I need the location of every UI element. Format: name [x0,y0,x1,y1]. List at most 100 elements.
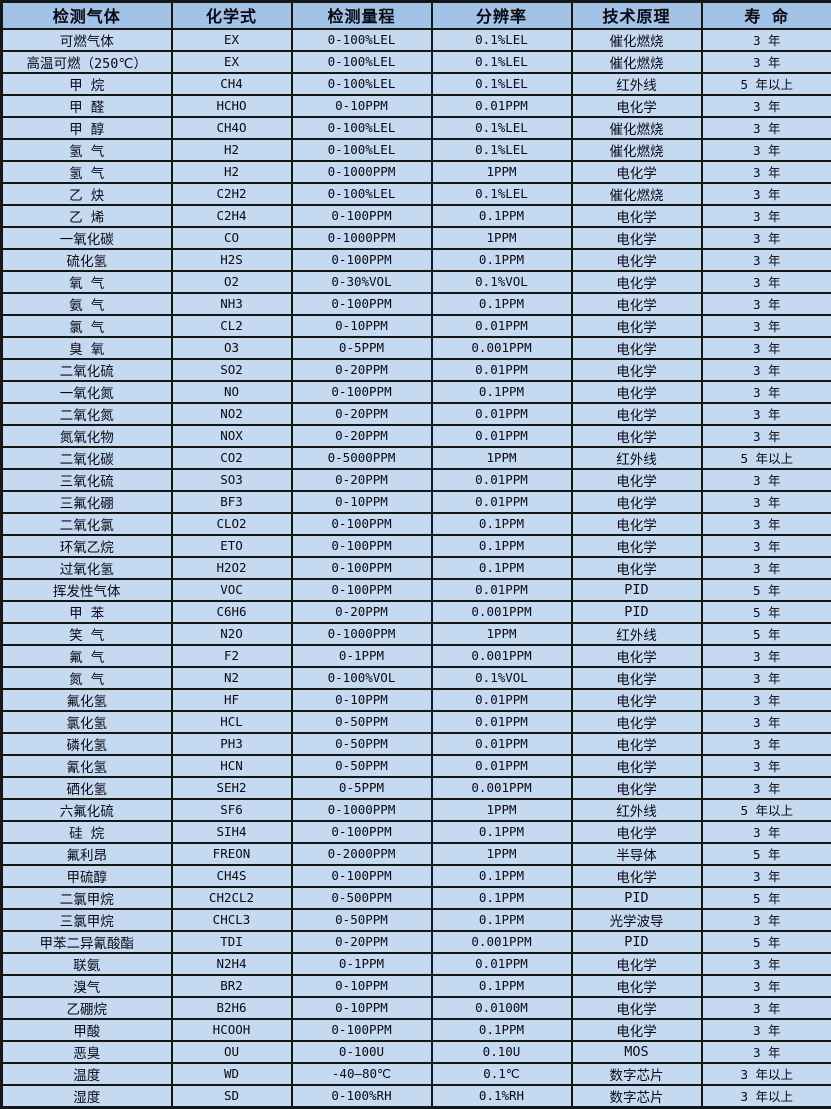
cell-resolution: 0.01PPM [432,491,572,513]
cell-lifespan: 3 年 [702,227,831,249]
cell-formula: C2H2 [172,183,292,205]
cell-gas: 甲硫醇 [2,865,172,887]
cell-principle: 光学波导 [572,909,702,931]
cell-gas: 二氧化碳 [2,447,172,469]
cell-range: 0-20PPM [292,931,432,953]
cell-resolution: 1PPM [432,623,572,645]
cell-gas: 氮氧化物 [2,425,172,447]
cell-range: 0-1000PPM [292,623,432,645]
cell-gas: 氟化氢 [2,689,172,711]
cell-range: 0-20PPM [292,359,432,381]
cell-formula: VOC [172,579,292,601]
cell-gas: 乙 烯 [2,205,172,227]
cell-resolution: 0.1PPM [432,535,572,557]
cell-formula: O2 [172,271,292,293]
cell-gas: 温度 [2,1063,172,1085]
cell-range: 0-100%LEL [292,183,432,205]
cell-lifespan: 3 年 [702,381,831,403]
cell-resolution: 0.001PPM [432,645,572,667]
cell-principle: 催化燃烧 [572,139,702,161]
cell-lifespan: 5 年 [702,579,831,601]
cell-gas: 甲酸 [2,1019,172,1041]
cell-resolution: 0.1℃ [432,1063,572,1085]
cell-formula: SF6 [172,799,292,821]
cell-formula: FREON [172,843,292,865]
cell-formula: H2S [172,249,292,271]
cell-principle: 电化学 [572,689,702,711]
cell-range: 0-100%LEL [292,51,432,73]
cell-gas: 甲苯二异氰酸酯 [2,931,172,953]
cell-range: 0-50PPM [292,733,432,755]
cell-gas: 二氧化氮 [2,403,172,425]
cell-resolution: 0.01PPM [432,733,572,755]
cell-range: 0-100%LEL [292,73,432,95]
cell-principle: 数字芯片 [572,1085,702,1108]
cell-lifespan: 3 年 [702,535,831,557]
cell-lifespan: 3 年 [702,51,831,73]
cell-resolution: 0.01PPM [432,755,572,777]
cell-principle: 电化学 [572,403,702,425]
cell-gas: 甲 醛 [2,95,172,117]
cell-resolution: 0.1PPM [432,381,572,403]
cell-range: 0-1PPM [292,953,432,975]
cell-formula: N2 [172,667,292,689]
cell-principle: 电化学 [572,95,702,117]
cell-range: 0-10PPM [292,315,432,337]
cell-gas: 氧 气 [2,271,172,293]
cell-range: 0-20PPM [292,469,432,491]
cell-lifespan: 3 年 [702,249,831,271]
cell-lifespan: 3 年 [702,645,831,667]
cell-gas: 甲 苯 [2,601,172,623]
cell-principle: 半导体 [572,843,702,865]
cell-principle: 电化学 [572,249,702,271]
header-row: 检测气体化学式检测量程分辨率技术原理寿 命 [2,2,831,29]
cell-lifespan: 3 年 [702,953,831,975]
cell-gas: 二氯甲烷 [2,887,172,909]
cell-range: 0-100PPM [292,557,432,579]
column-header-gas: 检测气体 [2,2,172,29]
cell-principle: 电化学 [572,227,702,249]
cell-resolution: 0.01PPM [432,469,572,491]
cell-formula: PH3 [172,733,292,755]
cell-range: 0-100PPM [292,293,432,315]
cell-resolution: 0.1%VOL [432,271,572,293]
cell-range: 0-20PPM [292,425,432,447]
cell-formula: HF [172,689,292,711]
cell-range: 0-1000PPM [292,161,432,183]
column-header-principle: 技术原理 [572,2,702,29]
cell-range: 0-50PPM [292,909,432,931]
cell-formula: CH4 [172,73,292,95]
cell-formula: CH2CL2 [172,887,292,909]
cell-formula: NO2 [172,403,292,425]
cell-formula: BF3 [172,491,292,513]
cell-lifespan: 3 年 [702,425,831,447]
cell-formula: CH4S [172,865,292,887]
cell-formula: O3 [172,337,292,359]
cell-gas: 高温可燃（250℃） [2,51,172,73]
cell-gas: 乙硼烷 [2,997,172,1019]
cell-resolution: 1PPM [432,843,572,865]
cell-formula: N2O [172,623,292,645]
cell-principle: 电化学 [572,469,702,491]
cell-gas: 三氯甲烷 [2,909,172,931]
cell-formula: CHCL3 [172,909,292,931]
